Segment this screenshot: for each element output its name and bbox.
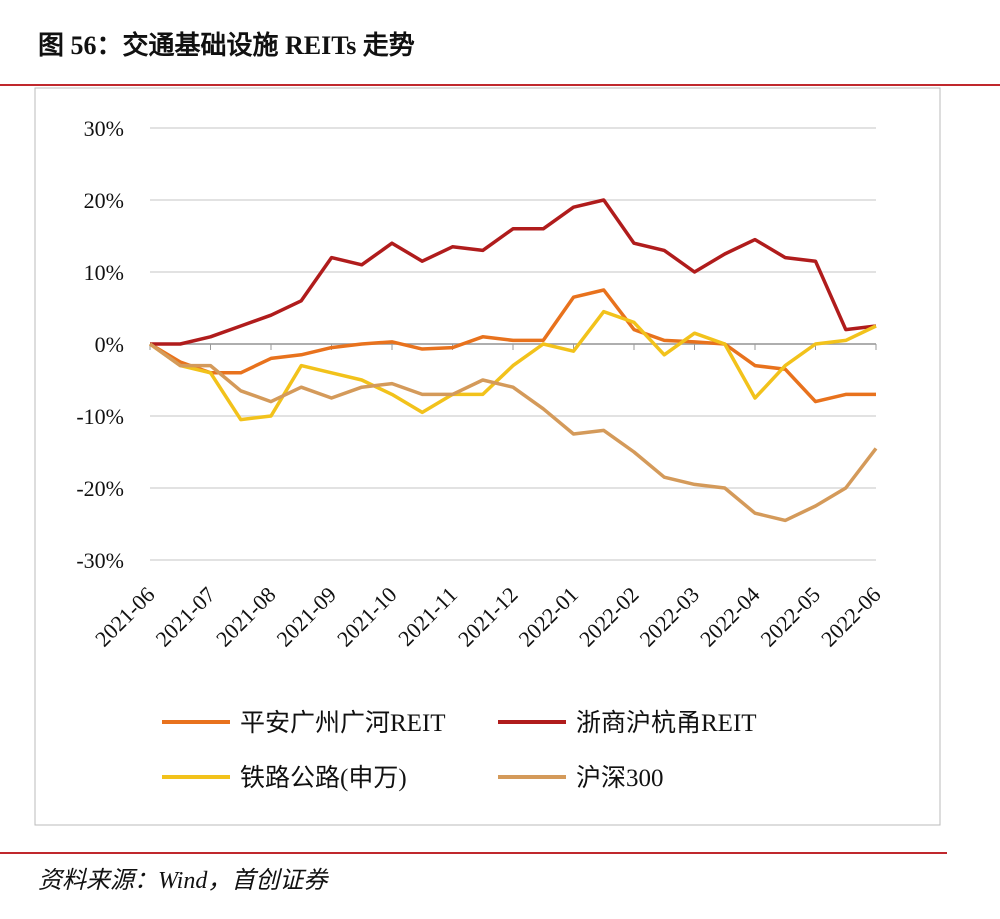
x-tick-label: 2021-06 xyxy=(90,582,160,652)
x-tick-label: 2021-12 xyxy=(453,582,523,652)
y-tick-label: -20% xyxy=(76,476,124,501)
legend-label: 铁路公路(申万) xyxy=(240,764,407,792)
source: 资料来源：Wind，首创证券 xyxy=(38,867,329,894)
y-tick-label: 20% xyxy=(84,188,124,213)
plot: 30%20%10%0%-10%-20%-30%2021-062021-07202… xyxy=(76,116,885,792)
y-tick-label: -10% xyxy=(76,404,124,429)
x-tick-label: 2021-07 xyxy=(151,582,221,652)
series-line xyxy=(148,342,878,523)
y-tick-label: 10% xyxy=(84,260,124,285)
figure-title: 图 56：交通基础设施 REITs 走势 xyxy=(38,30,415,60)
legend-label: 沪深300 xyxy=(576,764,664,792)
x-tick-label: 2022-06 xyxy=(816,582,886,652)
legend-label: 浙商沪杭甬REIT xyxy=(576,709,757,737)
x-tick-label: 2021-08 xyxy=(211,582,281,652)
chart-frame xyxy=(34,87,941,826)
legend-label: 平安广州广河REIT xyxy=(240,709,446,737)
x-tick-label: 2021-11 xyxy=(393,582,462,651)
y-tick-label: 30% xyxy=(84,116,124,141)
x-tick-label: 2022-04 xyxy=(695,582,765,652)
x-tick-label: 2022-03 xyxy=(635,582,705,652)
x-tick-label: 2022-05 xyxy=(756,582,826,652)
series-line xyxy=(148,309,877,422)
y-tick-label: 0% xyxy=(95,332,124,357)
x-tick-label: 2021-10 xyxy=(332,582,402,652)
series-line xyxy=(149,288,876,404)
y-tick-label: -30% xyxy=(76,548,124,573)
x-tick-label: 2022-01 xyxy=(514,582,584,652)
series-line xyxy=(150,198,877,346)
x-tick-label: 2021-09 xyxy=(272,582,342,652)
x-tick-label: 2022-02 xyxy=(574,582,644,652)
